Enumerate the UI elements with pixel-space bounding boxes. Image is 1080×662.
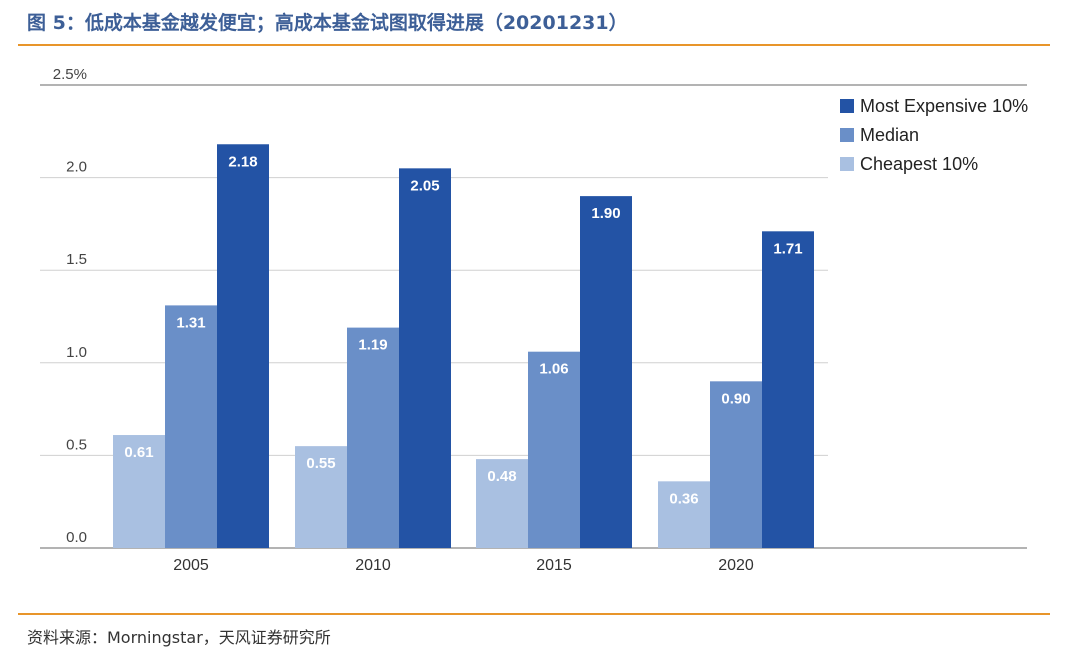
bar-2020-0 — [658, 481, 710, 548]
title-divider — [18, 44, 1050, 46]
source-note: 资料来源：Morningstar，天风证券研究所 — [27, 628, 331, 647]
bar-value-label-2005-0: 0.61 — [124, 444, 153, 461]
y-tick-label-3: 1.5 — [66, 251, 87, 268]
legend-label-2: Cheapest 10% — [860, 154, 978, 174]
legend-swatch-1 — [840, 128, 854, 142]
legend-label-1: Median — [860, 125, 919, 145]
legend-swatch-0 — [840, 99, 854, 113]
figure-title: 图 5：低成本基金越发便宜；高成本基金试图取得进展（20201231） — [27, 12, 628, 34]
bar-value-label-2015-0: 0.48 — [487, 468, 516, 485]
bar-2015-0 — [476, 459, 528, 548]
y-tick-label-0: 0.0 — [66, 529, 87, 546]
bar-value-label-2015-2: 1.90 — [591, 205, 620, 222]
bar-2015-2 — [580, 196, 632, 548]
bars — [113, 144, 814, 549]
bar-value-label-2020-1: 0.90 — [721, 390, 750, 407]
bar-value-label-2010-1: 1.19 — [358, 337, 387, 354]
x-tick-label-2015: 2015 — [536, 557, 572, 574]
bar-2020-1 — [710, 381, 762, 548]
legend-swatch-2 — [840, 157, 854, 171]
x-tick-label-2020: 2020 — [718, 557, 754, 574]
bar-2005-2 — [217, 144, 269, 548]
bar-value-label-2010-0: 0.55 — [306, 455, 335, 472]
bar-chart: 0.0 0.5 1.0 1.5 2.0 2.5% 0.61 1.31 2.18 2005 0.55 1… — [40, 66, 1028, 574]
x-tick-label-2005: 2005 — [173, 557, 209, 574]
y-tick-label-2: 1.0 — [66, 344, 87, 361]
bar-value-label-2010-2: 2.05 — [410, 177, 439, 194]
bar-2010-2 — [399, 168, 451, 548]
bar-2010-1 — [347, 327, 399, 548]
bar-value-label-2005-2: 2.18 — [228, 153, 257, 170]
y-tick-label-4: 2.0 — [66, 159, 87, 176]
x-tick-label-2010: 2010 — [355, 557, 391, 574]
labels: 0.0 0.5 1.0 1.5 2.0 2.5% 0.61 1.31 2.18 2005 0.55 1… — [53, 66, 803, 574]
legend: Most Expensive 10% Median Cheapest 10% — [840, 96, 1028, 174]
bar-2010-0 — [295, 446, 347, 548]
bar-value-label-2015-1: 1.06 — [539, 361, 568, 378]
bar-value-label-2020-2: 1.71 — [773, 240, 802, 257]
y-tick-label-5: 2.5% — [53, 66, 87, 83]
bar-value-label-2005-1: 1.31 — [176, 314, 205, 331]
source-divider — [18, 613, 1050, 615]
bar-2020-2 — [762, 231, 814, 549]
bar-value-label-2020-0: 0.36 — [669, 490, 698, 507]
y-tick-label-1: 0.5 — [66, 436, 87, 453]
legend-label-0: Most Expensive 10% — [860, 96, 1028, 116]
bar-2005-0 — [113, 435, 165, 548]
bar-2005-1 — [165, 305, 217, 548]
bar-2015-1 — [528, 351, 580, 548]
